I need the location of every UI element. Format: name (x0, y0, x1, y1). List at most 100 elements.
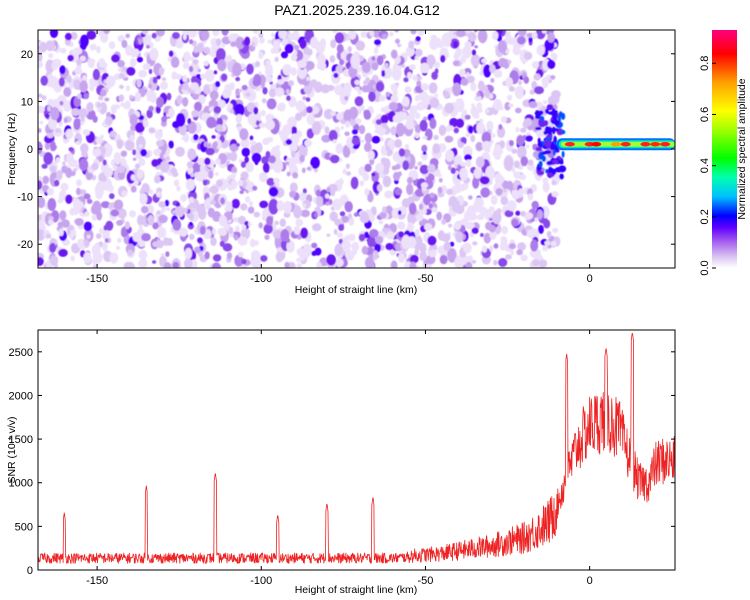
heatmap-cell (551, 119, 557, 124)
heatmap-cell (194, 246, 201, 254)
heatmap-cell (306, 106, 313, 114)
colorbar-tick-label: 0.6 (699, 107, 711, 122)
heatmap-cell (38, 45, 41, 50)
heatmap-cell (217, 117, 223, 127)
heatmap-cell (108, 41, 116, 50)
heatmap-cell (329, 55, 336, 63)
heatmap-cell (392, 114, 402, 123)
heatmap-cell (77, 238, 85, 249)
heatmap-cell (212, 254, 222, 262)
heatmap-cell (253, 106, 259, 115)
heatmap-cell (464, 210, 474, 221)
heatmap-cell (178, 227, 188, 237)
heatmap-cell (460, 137, 467, 143)
heatmap-cell (546, 104, 554, 111)
heatmap-cell (95, 136, 104, 145)
heatmap-cell (539, 259, 548, 268)
heatmap-cell (244, 36, 251, 46)
heatmap-cell (211, 262, 221, 268)
heatmap-cell (136, 135, 146, 151)
heatmap-cell (215, 158, 221, 165)
heatmap-cell (543, 219, 551, 229)
heatmap-cell (136, 169, 144, 179)
heatmap-cell (146, 109, 153, 119)
heatmap-cell (398, 148, 406, 157)
heatmap-cell (376, 55, 384, 66)
heatmap-cell (228, 226, 234, 234)
heatmap-cell (414, 55, 419, 61)
heatmap-cell (189, 221, 193, 226)
heatmap-cell (371, 172, 376, 177)
heatmap-cell (292, 172, 299, 179)
heatmap-cell (298, 143, 308, 158)
heatmap-cell (273, 177, 280, 184)
colorbar-tick-label: 0.2 (699, 209, 711, 224)
heatmap-cell (547, 59, 556, 69)
heatmap-cell (326, 84, 335, 91)
spectrogram-x-tick-label: -100 (250, 273, 272, 285)
heatmap-cell (170, 167, 178, 175)
heatmap-cell (445, 54, 450, 58)
heatmap-cell (488, 217, 493, 221)
heatmap-cell (86, 30, 97, 40)
heatmap-cell (475, 156, 485, 168)
heatmap-cell (374, 39, 382, 46)
heatmap-cell (389, 31, 394, 37)
colorbar-tick-label: 0.0 (699, 260, 711, 275)
heatmap-cell (239, 190, 244, 195)
heatmap-cell (369, 229, 379, 238)
heatmap-cell (58, 248, 68, 257)
heatmap-cell (157, 227, 167, 238)
heatmap-cell (139, 192, 148, 205)
heatmap-cell (132, 157, 137, 161)
heatmap-cell (452, 82, 462, 97)
heatmap-cell (528, 101, 538, 109)
heatmap-cell (238, 215, 246, 225)
heatmap-cell (473, 167, 482, 179)
heatmap-cell (367, 150, 375, 161)
heatmap-cell (372, 250, 379, 261)
heatmap-cell (396, 43, 402, 48)
heatmap-cell (217, 59, 227, 72)
heatmap-cell (414, 48, 423, 57)
heatmap-cell (59, 65, 66, 75)
heatmap-cell (465, 261, 473, 268)
heatmap-cell (459, 68, 466, 77)
heatmap-cell (203, 46, 211, 55)
heatmap-cell (517, 80, 523, 85)
heatmap-cell (50, 107, 60, 121)
heatmap-cell (83, 193, 91, 200)
heatmap-cell (109, 252, 119, 264)
heatmap-cell (541, 30, 547, 34)
heatmap-cell (520, 254, 528, 262)
heatmap-cell (226, 252, 233, 260)
heatmap-cell (302, 188, 307, 194)
heatmap-cell (358, 233, 366, 242)
heatmap-cell (49, 165, 57, 173)
heatmap-cell (535, 126, 542, 131)
heatmap-cell (252, 185, 258, 191)
heatmap-cell (313, 212, 318, 218)
heatmap-cell (464, 41, 472, 49)
heatmap-cell (405, 119, 415, 130)
heatmap-cell (330, 188, 336, 197)
heatmap-cell (345, 120, 350, 128)
heatmap-cell (117, 208, 127, 219)
heatmap-cell (321, 134, 331, 143)
heatmap-cell (149, 189, 154, 195)
heatmap-cell (531, 31, 538, 40)
heatmap-cell (210, 200, 217, 206)
heatmap-cell (107, 184, 114, 193)
heatmap-cell (347, 233, 356, 242)
heatmap-cell (275, 87, 285, 97)
heatmap-cell (46, 132, 54, 139)
heatmap-cell (422, 135, 428, 140)
heatmap-cell (98, 95, 104, 101)
heatmap-cell (46, 187, 54, 196)
heatmap-cell (510, 250, 514, 256)
snr-panel: -150 -100 -50 0 0 500 1000 1500 2000 2500 Height… (6, 329, 676, 596)
heatmap-cell (505, 254, 512, 260)
heatmap-cell (245, 196, 251, 203)
heatmap-cell (511, 189, 517, 195)
heatmap-cell (282, 64, 293, 76)
